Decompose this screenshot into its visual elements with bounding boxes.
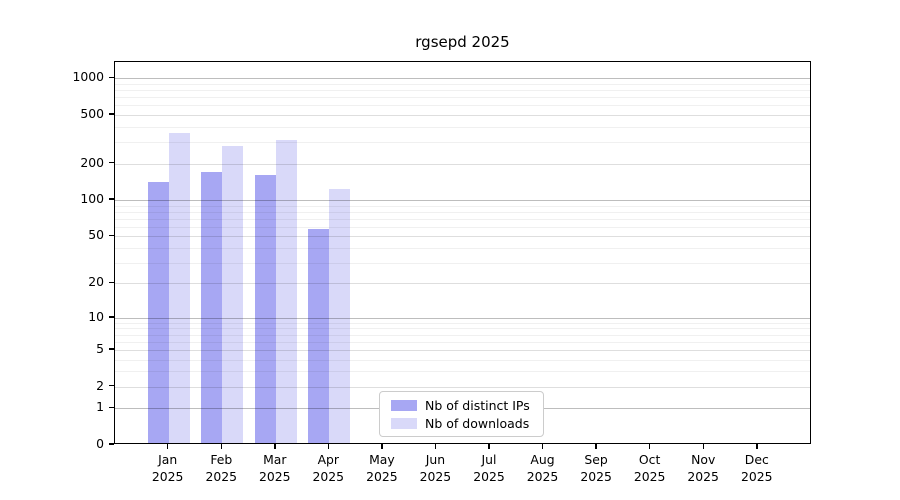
x-tick-mark [541,444,544,449]
gridline [115,218,810,220]
x-tick-mark [595,444,597,449]
legend: Nb of distinct IPs Nb of downloads [379,391,544,437]
bar-downloads [222,145,244,443]
gridline [115,205,810,207]
gridline [115,115,810,117]
chart-title: rgsepd 2025 [415,33,510,51]
x-tick-mark [488,444,490,449]
y-tick-label: 20 [88,274,104,290]
y-tick-label: 0 [96,436,104,451]
x-tick-label: Aug 2025 [526,452,559,484]
y-tick-label: 5 [96,340,104,356]
y-tick-label: 1 [96,399,104,415]
x-tick-label: Mar 2025 [259,452,291,484]
x-tick-mark [756,444,758,449]
y-tick-mark [108,76,114,79]
gridline [115,236,810,238]
gridline [115,90,810,92]
gridline [115,105,810,107]
legend-label-downloads: Nb of downloads [425,415,530,431]
y-tick-label: 500 [80,106,104,122]
gridline [115,83,810,85]
gridline [115,97,810,99]
y-tick-label: 200 [80,154,104,170]
y-tick-mark [108,406,114,408]
x-tick-label: Sep 2025 [580,452,612,484]
gridline [115,126,810,128]
bar-distinct-ips [254,174,276,443]
legend-item-downloads: Nb of downloads [391,417,543,430]
y-tick-label: 2 [96,377,104,393]
y-tick-mark [108,198,114,200]
y-tick-mark [108,281,114,284]
y-tick-mark [108,348,114,350]
gridline [115,283,810,285]
gridline [115,211,810,213]
y-tick-label: 50 [88,227,104,243]
y-tick-label: 100 [80,191,104,207]
x-tick-label: Jun 2025 [419,452,452,484]
y-tick-mark [108,443,114,445]
y-tick-mark [108,316,114,318]
x-tick-label: Feb 2025 [205,452,238,484]
gridline [115,386,810,388]
x-tick-mark [434,444,437,449]
bar-downloads [329,188,351,443]
plot-area: Nb of distinct IPs Nb of downloads [114,61,811,444]
bar-distinct-ips [308,228,330,443]
x-tick-mark [220,444,222,449]
x-tick-label: Oct 2025 [633,452,666,484]
x-tick-label: Dec 2025 [741,452,773,484]
x-tick-mark [702,444,704,449]
x-tick-label: Jan 2025 [151,452,184,484]
bar-distinct-ips [201,172,223,443]
y-tick-label: 10 [88,308,104,324]
gridline [115,328,810,330]
y-tick-label: 1000 [72,69,104,85]
gridline [115,359,810,361]
x-tick-mark [381,444,383,449]
y-tick-mark [108,113,114,115]
gridline [115,262,810,264]
x-tick-mark [648,444,651,449]
bar-downloads [168,132,190,443]
gridline [115,78,810,80]
gridline [115,349,810,351]
gridline [115,317,810,319]
bar-distinct-ips [147,181,169,443]
y-tick-mark [108,161,114,164]
distinct-ips-swatch [391,399,417,411]
gridline [115,247,810,249]
x-tick-label: Jul 2025 [473,452,505,484]
x-tick-label: Nov 2025 [687,452,719,484]
y-tick-mark [108,384,114,387]
gridline [115,322,810,324]
x-tick-label: May 2025 [366,452,398,484]
gridline [115,142,810,144]
gridline [115,200,810,202]
x-tick-mark [166,444,169,449]
gridline [115,341,810,343]
y-tick-mark [108,234,114,237]
legend-item-distinct-ips: Nb of distinct IPs [391,399,543,412]
gridline [115,226,810,228]
x-tick-label: Apr 2025 [312,452,345,484]
gridline [115,371,810,373]
legend-label-distinct-ips: Nb of distinct IPs [425,397,530,413]
gridline [115,163,810,165]
x-tick-mark [327,444,330,449]
bar-downloads [275,140,297,443]
downloads-swatch [391,417,417,429]
x-tick-mark [274,444,276,449]
gridline [115,334,810,336]
